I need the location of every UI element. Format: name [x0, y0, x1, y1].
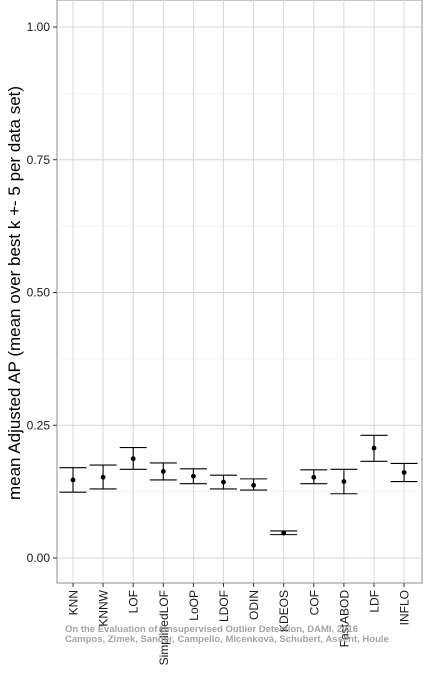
errorbar-knn	[59, 467, 87, 493]
x-tick-label: INFLO	[398, 590, 412, 625]
mean-point	[221, 479, 226, 485]
errorbar-loop	[179, 468, 207, 485]
errorbar-ldf	[360, 434, 388, 462]
x-tick-label: KDEOS	[277, 590, 291, 632]
x-tick-label: FastABOD	[337, 590, 351, 648]
errorbar-inflo	[390, 462, 418, 483]
y-axis-title: mean Adjusted AP (mean over best k +- 5 …	[5, 86, 24, 500]
watermark-line-2: Campos, Zimek, Sander, Campello, Micenko…	[65, 634, 389, 645]
mean-point	[341, 479, 347, 484]
x-tick-label: ODIN	[247, 590, 261, 620]
errorbar-fastabod	[330, 468, 358, 495]
y-axis: 0.00 0.25 0.50 0.75 1.00	[27, 20, 57, 565]
gridlines	[57, 0, 422, 583]
x-tick-label: KNNW	[97, 589, 111, 626]
errorbar-simplifiedlof	[149, 462, 177, 481]
errorbar-odin	[240, 478, 268, 491]
y-tick-label: 0.50	[27, 286, 51, 300]
x-tick-label: LOF	[127, 590, 141, 613]
x-tick-label: LDF	[368, 590, 382, 613]
mean-point	[371, 445, 377, 451]
plot-background	[56, 0, 423, 584]
mean-point	[130, 456, 136, 462]
x-tick-label: KNN	[67, 590, 81, 615]
mean-point	[191, 473, 196, 479]
y-tick-label: 0.75	[27, 153, 51, 167]
x-tick-label: SimplifiedLOF	[157, 590, 171, 665]
mean-point	[70, 477, 76, 483]
mean-point	[401, 470, 407, 475]
x-axis: KNN KNNW LOF SimplifiedLOF LoOP LDOF ODIN KDEOS…	[67, 583, 412, 665]
x-tick-label: LDOF	[217, 590, 231, 622]
mean-point	[311, 474, 317, 480]
errorbar-lof	[119, 447, 147, 470]
errorbar-kdeos	[270, 530, 298, 536]
x-tick-label: LoOP	[187, 590, 201, 621]
mean-point	[251, 482, 256, 488]
y-tick-label: 0.00	[27, 551, 51, 565]
watermark: On the Evaluation of Unsupervised Outlie…	[65, 624, 389, 645]
error-bars	[59, 434, 418, 536]
y-tick-label: 1.00	[27, 20, 51, 34]
y-tick-label: 0.25	[27, 418, 51, 432]
errorbar-cof	[300, 469, 328, 485]
x-tick-label: COF	[307, 590, 321, 615]
watermark-line-1: On the Evaluation of Unsupervised Outlie…	[65, 624, 358, 635]
mean-point	[100, 474, 106, 480]
mean-point	[281, 530, 287, 536]
errorbar-ldof	[210, 474, 237, 490]
mean-point	[160, 469, 166, 474]
errorbar-knnw	[89, 464, 117, 490]
